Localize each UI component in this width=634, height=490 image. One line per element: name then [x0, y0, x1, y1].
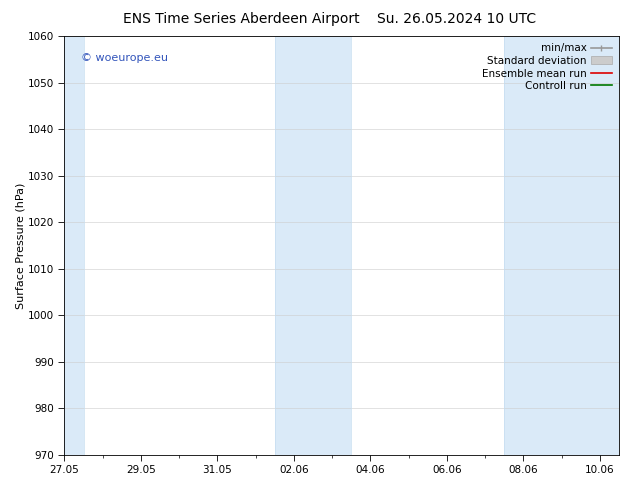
Bar: [65, 36, 84, 455]
Legend: min/max, Standard deviation, Ensemble mean run, Controll run: min/max, Standard deviation, Ensemble me…: [480, 41, 614, 93]
Bar: [275, 36, 351, 455]
Text: © woeurope.eu: © woeurope.eu: [81, 53, 168, 63]
Text: ENS Time Series Aberdeen Airport: ENS Time Series Aberdeen Airport: [122, 12, 359, 26]
Text: Su. 26.05.2024 10 UTC: Su. 26.05.2024 10 UTC: [377, 12, 536, 26]
Bar: [504, 36, 619, 455]
Y-axis label: Surface Pressure (hPa): Surface Pressure (hPa): [15, 182, 25, 309]
